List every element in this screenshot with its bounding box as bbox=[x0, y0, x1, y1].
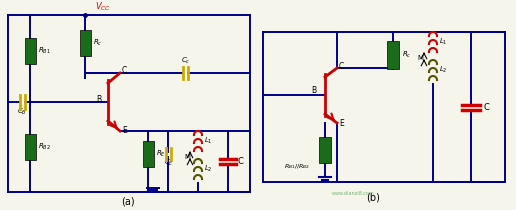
Text: $R_{B2}$: $R_{B2}$ bbox=[38, 142, 51, 152]
Text: $L_2$: $L_2$ bbox=[204, 164, 213, 174]
Bar bbox=[79, 29, 90, 55]
Text: $R_{B1}$: $R_{B1}$ bbox=[38, 45, 51, 56]
Text: B: B bbox=[96, 96, 101, 105]
Text: C: C bbox=[483, 102, 489, 112]
Text: (a): (a) bbox=[121, 197, 135, 207]
Text: $R_E$: $R_E$ bbox=[156, 149, 166, 159]
Text: $C_c$: $C_c$ bbox=[181, 56, 191, 66]
Text: M: M bbox=[417, 55, 423, 61]
Text: $R_c$: $R_c$ bbox=[93, 37, 103, 48]
Bar bbox=[387, 41, 399, 69]
Bar bbox=[142, 141, 153, 167]
Text: $L_2$: $L_2$ bbox=[439, 65, 447, 75]
Text: $R_c$: $R_c$ bbox=[402, 50, 411, 60]
Text: $C_E$: $C_E$ bbox=[164, 158, 174, 168]
Text: $L_1$: $L_1$ bbox=[204, 136, 213, 146]
Bar bbox=[319, 137, 331, 163]
Bar bbox=[24, 38, 36, 63]
Text: E: E bbox=[339, 119, 344, 128]
Text: $L_1$: $L_1$ bbox=[439, 37, 447, 47]
Text: $C_B$: $C_B$ bbox=[17, 107, 27, 117]
Text: M: M bbox=[184, 154, 190, 160]
Text: E: E bbox=[122, 126, 127, 135]
Text: C: C bbox=[238, 157, 244, 166]
Text: C: C bbox=[339, 62, 344, 71]
Bar bbox=[24, 134, 36, 160]
Text: $R_{B1}//R_{B2}$: $R_{B1}//R_{B2}$ bbox=[284, 162, 310, 171]
Text: $V_{CC}$: $V_{CC}$ bbox=[95, 0, 111, 13]
Text: www.dianzi8.com: www.dianzi8.com bbox=[332, 191, 375, 196]
Text: B: B bbox=[311, 86, 316, 95]
Text: (b): (b) bbox=[366, 192, 380, 202]
Text: C: C bbox=[122, 66, 127, 75]
